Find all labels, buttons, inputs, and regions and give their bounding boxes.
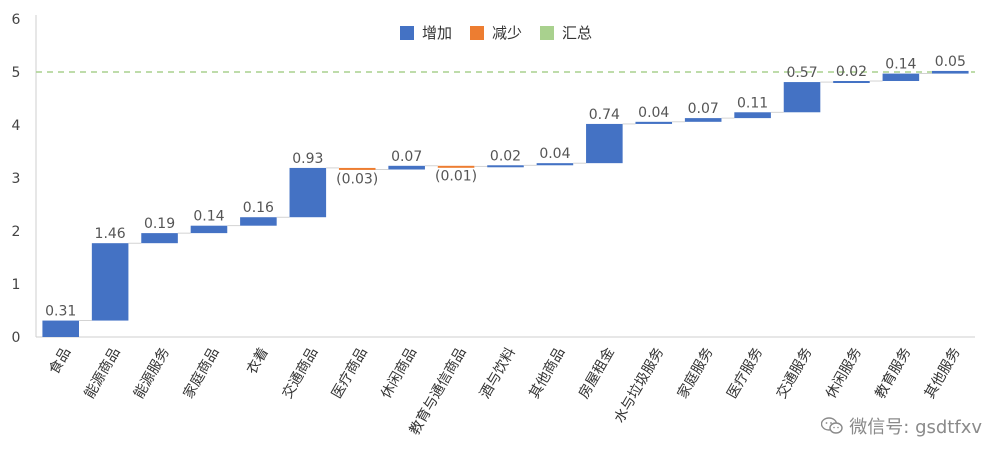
bar-12 xyxy=(586,123,623,164)
y-tick-label: 6 xyxy=(12,12,21,28)
data-label-14: 0.07 xyxy=(688,101,719,117)
data-label-17: 0.02 xyxy=(836,64,867,80)
bar-16 xyxy=(783,82,821,113)
data-label-4: 0.14 xyxy=(193,209,224,225)
data-label-7: (0.03) xyxy=(336,172,378,188)
x-tick-label-2: 能源商品 xyxy=(82,345,124,401)
legend-label-total: 汇总 xyxy=(562,24,593,42)
legend-item-decrease: 减少 xyxy=(470,22,522,43)
data-label-10: 0.02 xyxy=(490,148,521,164)
bar-4 xyxy=(190,225,228,234)
x-tick-label-19: 其他服务 xyxy=(922,345,964,401)
bar-15 xyxy=(734,112,771,119)
bar-11 xyxy=(536,163,574,166)
data-label-13: 0.04 xyxy=(638,105,669,121)
x-tick-label-6: 交通商品 xyxy=(279,345,322,402)
x-tick-label-18: 教育服务 xyxy=(872,345,914,401)
bar-19 xyxy=(932,70,969,74)
data-label-1: 0.31 xyxy=(45,304,76,320)
y-tick-label: 5 xyxy=(12,65,21,81)
legend-item-total: 汇总 xyxy=(540,22,592,43)
data-label-12: 0.74 xyxy=(589,107,620,123)
x-tick-label-10: 酒与饮料 xyxy=(477,345,519,401)
data-label-9: (0.01) xyxy=(435,168,477,184)
x-tick-label-3: 能源服务 xyxy=(131,345,173,401)
data-label-18: 0.14 xyxy=(885,57,916,73)
y-tick-label: 4 xyxy=(12,118,21,134)
y-tick-label: 2 xyxy=(12,224,21,240)
legend: 增加 减少 汇总 xyxy=(400,22,592,43)
bar-17 xyxy=(833,81,870,84)
watermark: 微信号: gsdtfxv xyxy=(821,413,982,439)
legend-label-decrease: 减少 xyxy=(492,24,523,42)
y-tick-label: 3 xyxy=(12,171,21,187)
data-label-3: 0.19 xyxy=(144,216,175,232)
data-labels-group: 0.31 1.46 0.19 0.14 0.16 0.93 (0.03) 0.07 (0.01)… xyxy=(45,54,966,320)
x-tick-label-13: 水与垃圾服务 xyxy=(611,345,667,426)
bar-9 xyxy=(437,165,475,168)
bar-3 xyxy=(141,233,178,244)
x-tick-label-5: 衣着 xyxy=(244,345,272,377)
bar-18 xyxy=(882,73,920,82)
data-label-19: 0.05 xyxy=(935,54,966,70)
data-label-5: 0.16 xyxy=(243,200,274,216)
x-tick-label-16: 交通服务 xyxy=(773,345,816,402)
bar-14 xyxy=(684,118,722,122)
legend-swatch-increase xyxy=(400,25,414,40)
bar-8 xyxy=(388,165,425,170)
legend-swatch-total xyxy=(540,25,555,40)
x-tick-label-12: 房屋租金 xyxy=(576,345,618,401)
legend-item-increase: 增加 xyxy=(400,22,452,43)
x-tick-label-14: 家庭服务 xyxy=(674,345,717,402)
x-tick-label-17: 休闲服务 xyxy=(823,345,865,401)
data-label-2: 1.46 xyxy=(95,226,126,242)
data-label-11: 0.04 xyxy=(539,146,570,162)
axes xyxy=(35,15,975,338)
bar-7 xyxy=(338,167,376,170)
x-tick-label-11: 其他商品 xyxy=(527,345,569,401)
x-tick-label-8: 休闲商品 xyxy=(378,345,420,401)
wechat-icon xyxy=(821,417,843,434)
bar-10 xyxy=(487,165,524,168)
legend-swatch-decrease xyxy=(470,25,485,40)
bars-group xyxy=(42,70,969,337)
y-tick-label: 1 xyxy=(12,277,21,293)
bar-1 xyxy=(42,320,79,337)
x-tick-label-4: 家庭商品 xyxy=(180,345,223,402)
data-label-15: 0.11 xyxy=(737,95,768,111)
bar-6 xyxy=(289,167,327,218)
x-tick-label-7: 医疗商品 xyxy=(329,345,371,401)
bar-13 xyxy=(635,121,673,124)
x-tick-label-1: 食品 xyxy=(45,345,74,378)
bar-5 xyxy=(240,217,277,226)
y-tick-label: 0 xyxy=(12,330,21,346)
data-label-8: 0.07 xyxy=(391,149,422,165)
x-tick-label-15: 医疗服务 xyxy=(724,345,766,401)
watermark-text: 微信号: gsdtfxv xyxy=(849,417,982,438)
bar-2 xyxy=(91,243,129,321)
y-tick-labels-group: 0 1 2 3 4 5 6 xyxy=(12,12,21,346)
data-label-16: 0.57 xyxy=(786,65,817,81)
data-label-6: 0.93 xyxy=(292,151,323,167)
legend-label-increase: 增加 xyxy=(422,24,453,42)
